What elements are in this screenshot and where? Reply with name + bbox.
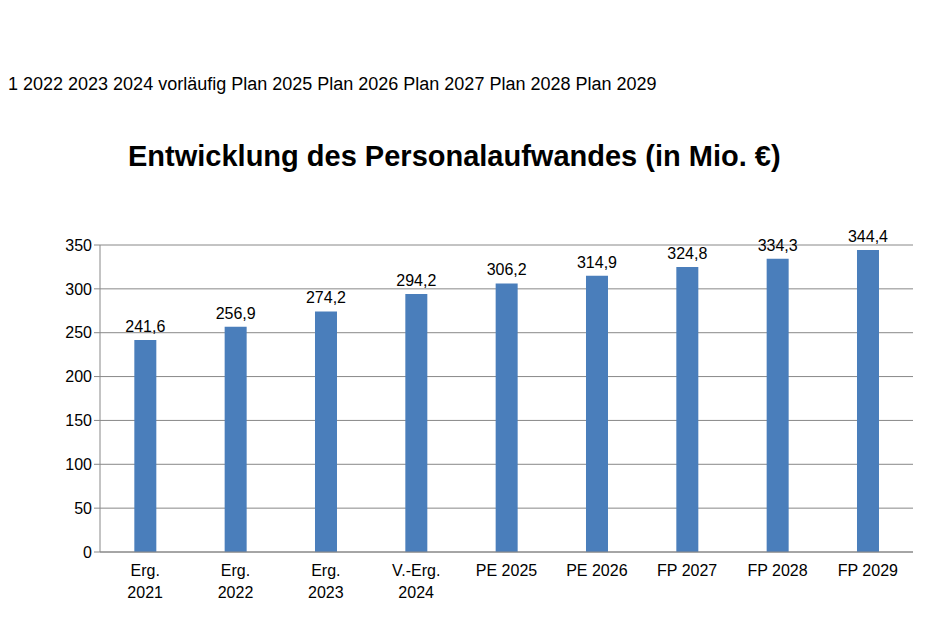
svg-text:V.-Erg.2024: V.-Erg.2024 <box>392 562 440 601</box>
svg-text:306,2: 306,2 <box>487 261 527 278</box>
svg-text:Erg.2022: Erg.2022 <box>218 562 254 601</box>
svg-text:334,3: 334,3 <box>758 237 798 254</box>
svg-text:344,4: 344,4 <box>848 228 888 245</box>
svg-text:Erg.2021: Erg.2021 <box>127 562 163 601</box>
svg-text:PE 2026: PE 2026 <box>566 562 627 579</box>
svg-text:294,2: 294,2 <box>396 272 436 289</box>
svg-text:Erg.2023: Erg.2023 <box>308 562 344 601</box>
svg-text:150: 150 <box>65 412 92 429</box>
svg-text:324,8: 324,8 <box>667 245 707 262</box>
html-text:1 2022 2023 2024 vorläufig Pla: 1 2022 2023 2024 vorläufig Plan 2025 Pla… <box>8 74 657 94</box>
html-text:Entwicklung des Personalaufwan: Entwicklung des Personalaufwandes (in Mi… <box>128 140 781 172</box>
svg-text:241,6: 241,6 <box>125 318 165 335</box>
svg-text:250: 250 <box>65 324 92 341</box>
svg-text:FP 2027: FP 2027 <box>657 562 717 579</box>
svg-text:200: 200 <box>65 368 92 385</box>
svg-text:FP 2029: FP 2029 <box>838 562 898 579</box>
svg-text:0: 0 <box>83 544 92 561</box>
svg-text:300: 300 <box>65 281 92 298</box>
svg-text:100: 100 <box>65 456 92 473</box>
svg-text:256,9: 256,9 <box>216 305 256 322</box>
svg-text:FP 2028: FP 2028 <box>747 562 807 579</box>
svg-text:50: 50 <box>74 500 92 517</box>
svg-text:PE 2025: PE 2025 <box>476 562 537 579</box>
svg-text:314,9: 314,9 <box>577 254 617 271</box>
svg-text:274,2: 274,2 <box>306 289 346 306</box>
svg-text:350: 350 <box>65 237 92 254</box>
